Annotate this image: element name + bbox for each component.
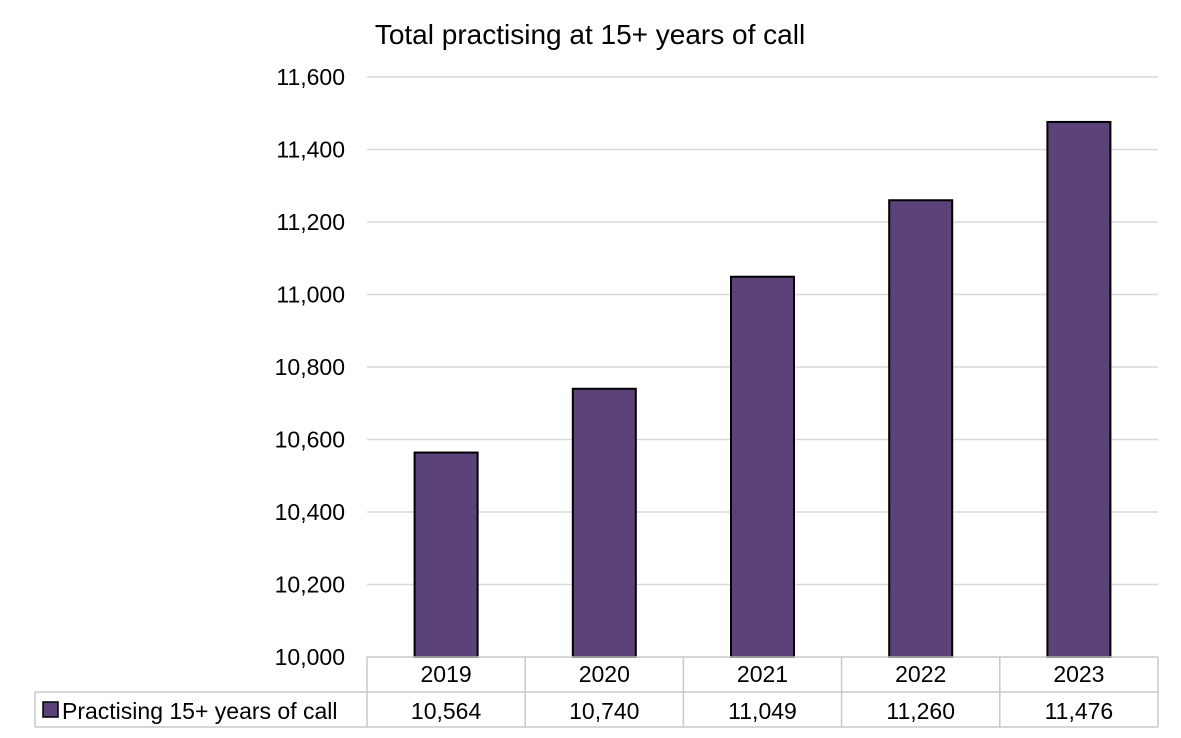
- y-tick-label: 11,400: [276, 137, 345, 163]
- data-value-label: 10,740: [569, 698, 639, 724]
- x-category-label: 2023: [1053, 661, 1104, 687]
- y-tick-label: 11,000: [276, 282, 345, 308]
- bar-2023: [1046, 120, 1112, 658]
- data-value-label: 11,260: [886, 698, 955, 724]
- chart-title: Total practising at 15+ years of call: [375, 19, 805, 50]
- y-tick-label: 10,400: [275, 499, 345, 525]
- x-category-label: 2021: [737, 661, 788, 687]
- legend-series-name: Practising 15+ years of call: [62, 698, 338, 724]
- y-tick-label: 10,000: [275, 644, 345, 670]
- bar-2022: [888, 199, 954, 658]
- y-tick-label: 11,600: [276, 64, 345, 90]
- bar-2020: [571, 387, 637, 658]
- y-tick-label: 10,600: [275, 427, 345, 453]
- data-value-label: 10,564: [411, 698, 482, 724]
- y-axis-ticks: 10,000 10,200 10,400 10,600 10,800 11,000 11,2…: [275, 64, 345, 670]
- y-tick-label: 11,200: [276, 209, 345, 235]
- bar-2021: [730, 275, 795, 658]
- data-value-label: 11,049: [728, 698, 797, 724]
- data-table: 2019 10,564 2020 10,740 2021 11,049 2022 11,260…: [34, 656, 1159, 728]
- x-category-label: 2020: [579, 661, 630, 687]
- y-tick-label: 10,200: [275, 572, 345, 598]
- bars: [413, 120, 1112, 658]
- legend-swatch: [42, 701, 59, 718]
- data-value-label: 11,476: [1045, 698, 1114, 724]
- y-tick-label: 10,800: [275, 354, 345, 380]
- bar-2019: [413, 451, 479, 658]
- x-category-label: 2022: [895, 661, 946, 687]
- x-category-label: 2019: [421, 661, 472, 687]
